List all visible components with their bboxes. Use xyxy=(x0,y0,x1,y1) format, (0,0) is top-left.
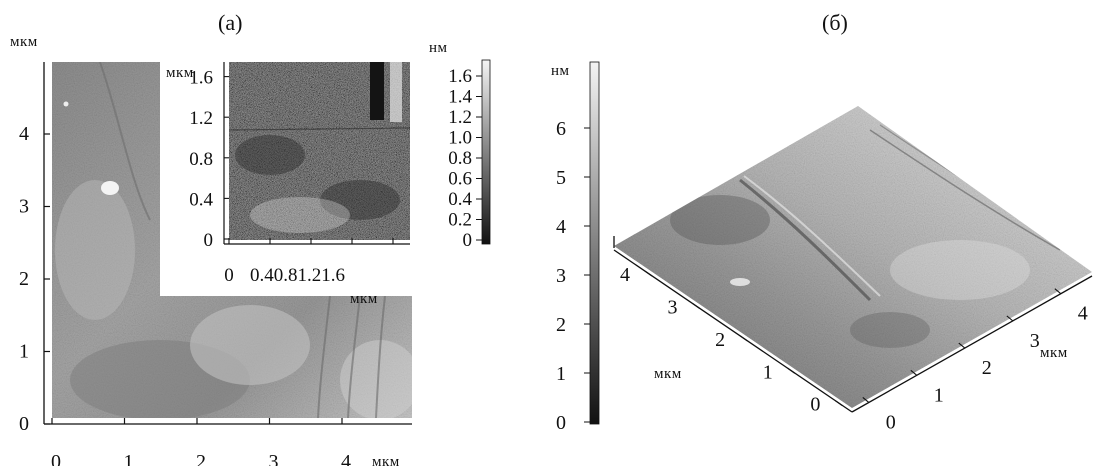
main-x-tick: 2 xyxy=(196,451,206,466)
colorbar-a-tick: 0 xyxy=(463,230,473,251)
colorbar-a-tick: 0.8 xyxy=(448,148,472,169)
surface-right-tick: 0 xyxy=(886,411,896,433)
main-x-tick: 4 xyxy=(341,451,351,466)
surface-right-unit: мкм xyxy=(1040,345,1068,361)
colorbar-a-tick: 1.0 xyxy=(448,128,472,149)
colorbar-b-tick: 2 xyxy=(556,314,566,336)
surface-right-tick: 3 xyxy=(1030,330,1040,352)
colorbar-b-tick: 3 xyxy=(556,265,566,287)
colorbar-b: 0 1 2 3 4 5 6 нм xyxy=(551,61,600,434)
inset-x-unit: мкм xyxy=(350,291,378,307)
colorbar-b-tick: 6 xyxy=(556,118,566,140)
inset-x-tick: 0 xyxy=(224,265,234,286)
inset-axis-ticks: 00.40.81.21.60 0.40.81.21.6 xyxy=(189,68,394,286)
surface-left-tick: 4 xyxy=(620,264,630,286)
inset-y-unit: мкм xyxy=(166,65,194,81)
inset-y-tick: 0.4 xyxy=(189,189,213,210)
main-y-unit: мкм xyxy=(10,34,38,50)
surface-left-axis xyxy=(613,249,853,413)
surface-3d: 0 1 2 3 4 0 1 2 3 4 мкм мкм xyxy=(613,106,1093,433)
surface-right-tick: 4 xyxy=(1078,303,1088,325)
panel-a: (a) 0 1 2 3 4 0 1 2 3 4 мкм мкм xyxy=(10,10,491,466)
main-y-tick: 0 xyxy=(19,413,29,435)
surface-left-tick: 3 xyxy=(668,296,678,318)
inset-y-tick: 0 xyxy=(204,230,214,251)
colorbar-a-tick: 0.4 xyxy=(448,189,472,210)
inset-y-tick: 0.8 xyxy=(189,149,213,170)
colorbar-b-tick: 5 xyxy=(556,167,566,189)
colorbar-b-unit: нм xyxy=(551,63,570,79)
main-x-tick: 3 xyxy=(269,451,279,466)
main-y-tick: 1 xyxy=(19,341,29,363)
surface-right-axis xyxy=(851,275,1093,413)
surface-axis-ticks: 0 1 2 3 4 0 1 2 3 4 xyxy=(620,264,1088,433)
surface-right-tick: 1 xyxy=(934,384,944,406)
colorbar-a-tick: 0.6 xyxy=(448,169,472,190)
inset-y-tick: 1.6 xyxy=(189,68,213,89)
colorbar-a: 00.20.40.60.81.01.21.41.6 нм xyxy=(429,40,491,251)
colorbar-b-ticks: 0 1 2 3 4 5 6 xyxy=(556,118,590,434)
colorbar-b-tick: 4 xyxy=(556,216,566,238)
surface-left-tick: 1 xyxy=(763,361,773,383)
surface-left-tick: 0 xyxy=(810,394,820,416)
colorbar-a-tick: 1.4 xyxy=(448,87,472,108)
main-x-tick: 0 xyxy=(51,451,61,466)
surface-left-tick: 2 xyxy=(715,329,725,351)
colorbar-a-tick: 0.2 xyxy=(448,210,472,231)
panel-b-label: (б) xyxy=(822,10,848,35)
inset-y-tick: 1.2 xyxy=(189,108,213,129)
main-y-tick: 4 xyxy=(19,123,29,145)
inset-x-tick: 0.40.81.21.6 xyxy=(250,265,345,286)
colorbar-a-tick: 1.2 xyxy=(448,107,472,128)
colorbar-b-tick: 0 xyxy=(556,412,566,434)
main-y-tick: 2 xyxy=(19,268,29,290)
main-axis-ticks: 0 1 2 3 4 0 1 2 3 4 xyxy=(19,123,351,466)
inset-afm-map: 00.40.81.21.60 0.40.81.21.6 мкм мкм xyxy=(166,62,410,307)
colorbar-a-unit: нм xyxy=(429,40,448,56)
main-x-tick: 1 xyxy=(124,451,134,466)
surface-left-unit: мкм xyxy=(654,366,682,382)
main-x-unit: мкм xyxy=(372,454,400,466)
colorbar-b-tick: 1 xyxy=(556,363,566,385)
surface-right-tick: 2 xyxy=(982,357,992,379)
panel-a-label: (a) xyxy=(218,10,242,35)
main-y-tick: 3 xyxy=(19,196,29,218)
colorbar-a-tick: 1.6 xyxy=(448,66,472,87)
colorbar-a-ticks: 00.20.40.60.81.01.21.41.6 xyxy=(448,66,482,251)
